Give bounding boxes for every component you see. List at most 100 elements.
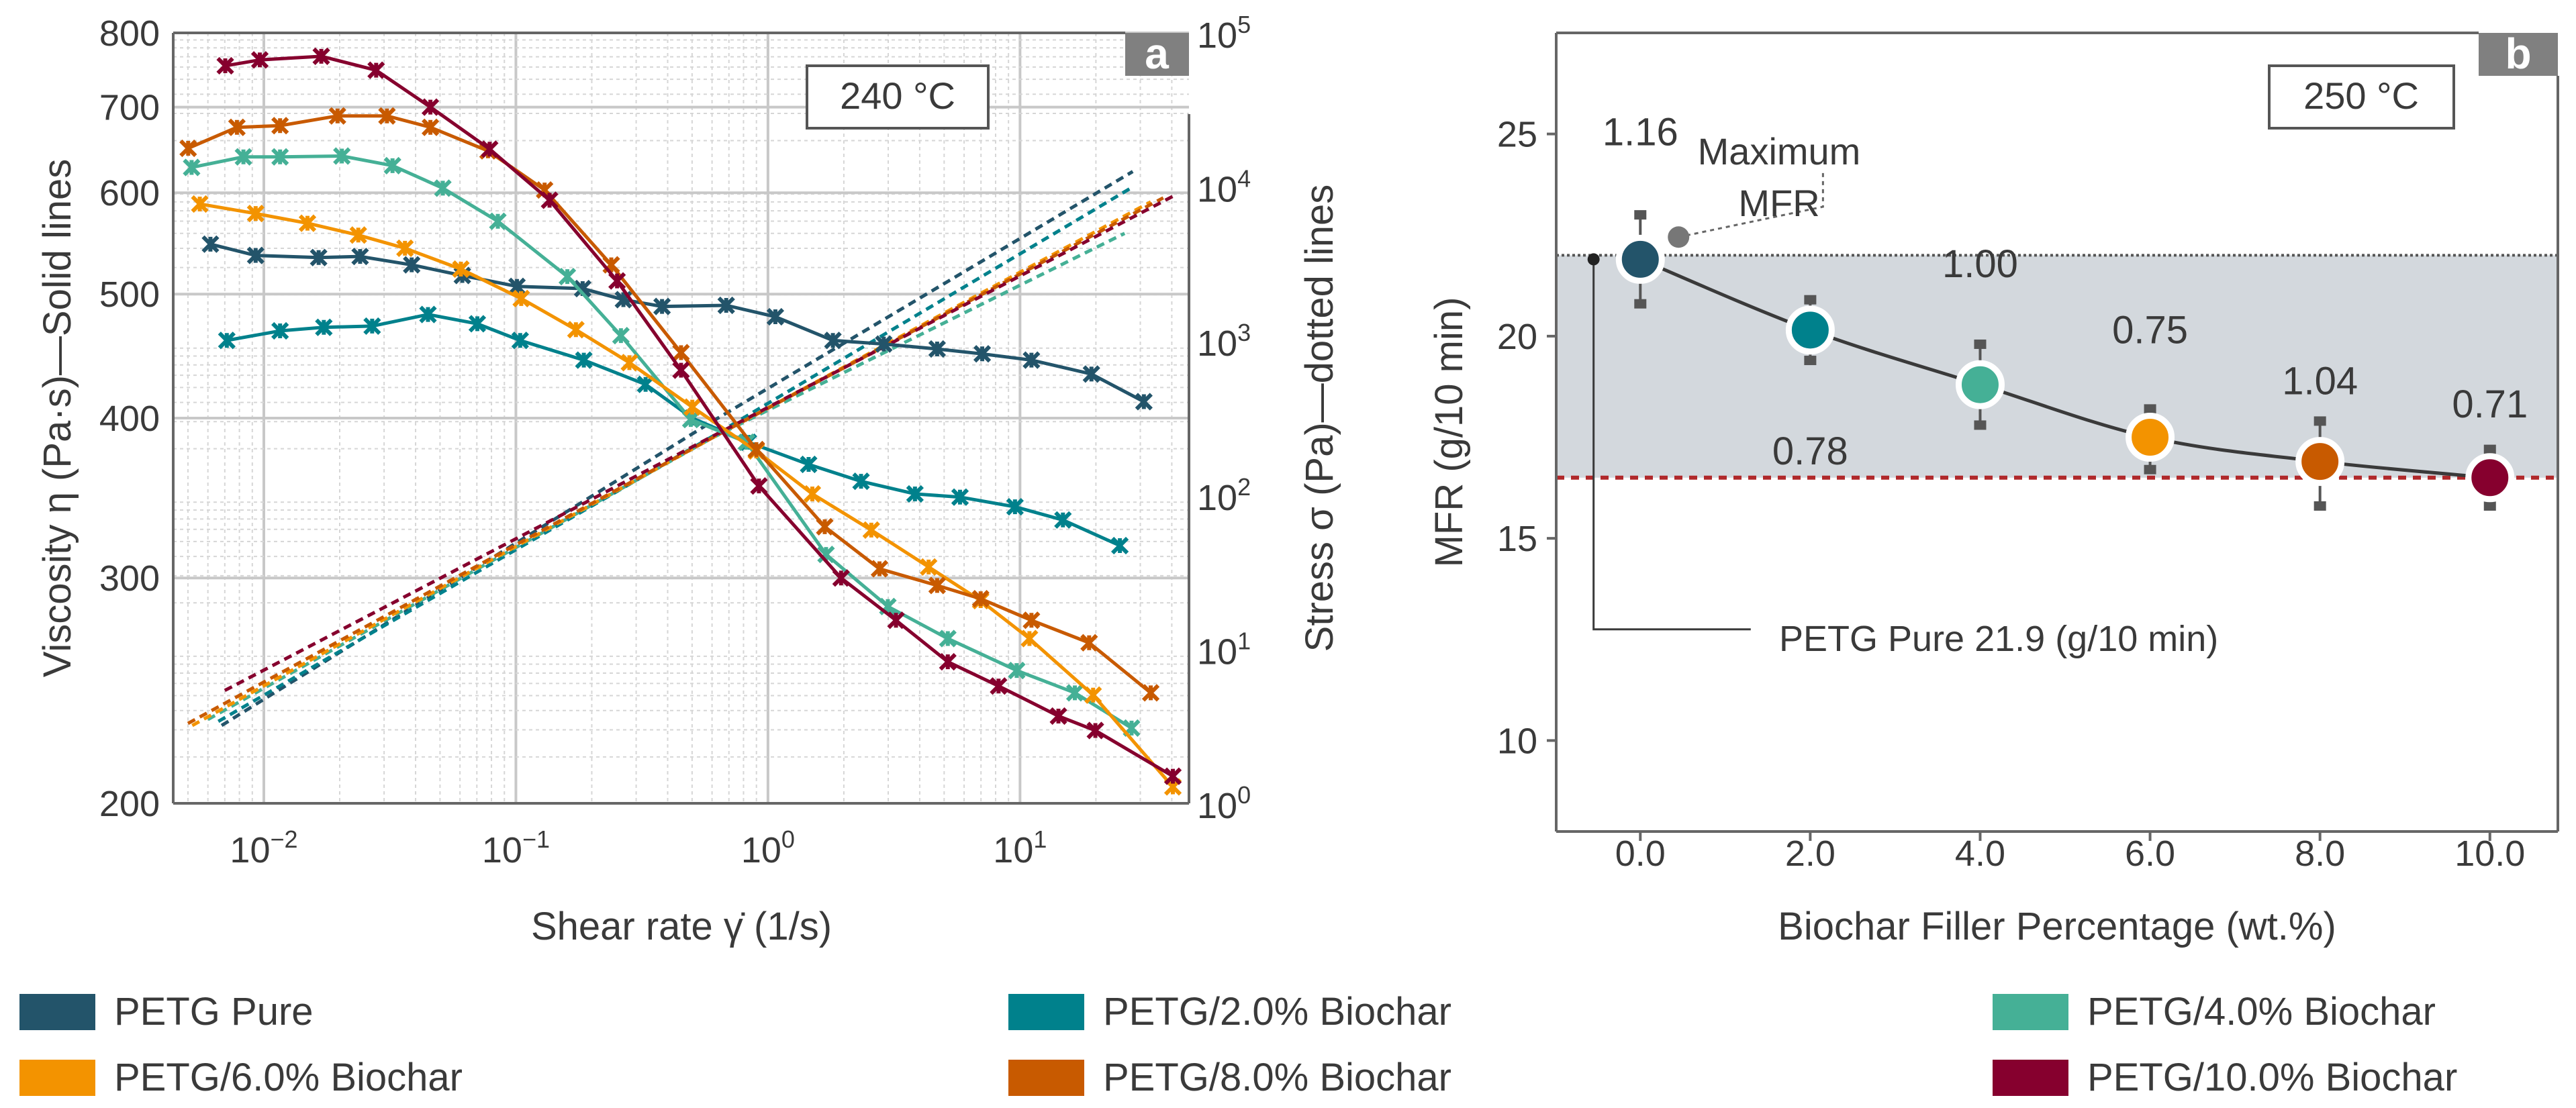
data-point-marker — [191, 195, 209, 213]
mfr-data-point — [1785, 305, 1835, 355]
legend-label: PETG/2.0% Biochar — [1103, 990, 1451, 1034]
mfr-data-point — [2295, 437, 2345, 487]
data-point-marker — [939, 629, 957, 648]
data-point-marker — [747, 440, 765, 458]
viscosity-line — [225, 54, 1174, 778]
data-point-marker — [396, 239, 414, 258]
y2-tick-label-a: 103 — [1197, 319, 1251, 364]
y2-tick-label-a: 104 — [1197, 165, 1251, 210]
x-tick-label-b: 10.0 — [2454, 834, 2525, 874]
data-point-marker — [939, 653, 957, 671]
data-point-marker — [309, 248, 328, 266]
data-point-marker — [575, 351, 593, 369]
error-bar-cap — [2483, 501, 2496, 511]
error-value-label: 1.00 — [1942, 242, 2018, 286]
panel-a-stress-lines — [187, 170, 1174, 727]
data-point-marker — [1065, 684, 1084, 702]
data-point-marker — [179, 139, 197, 158]
data-point-marker — [452, 260, 470, 279]
panel-a-axes: 800 700 600 500 400 300 200 10−2 10−1 100 101 105 10… — [99, 11, 1251, 870]
data-point-marker — [328, 107, 346, 125]
y-tick-label-b: 15 — [1497, 519, 1537, 559]
data-point-marker — [928, 340, 947, 358]
data-point-marker — [246, 246, 265, 264]
data-point-marker — [653, 297, 671, 315]
viscosity-line — [187, 114, 1152, 695]
max-mfr-leader-line — [1678, 172, 1824, 238]
pure-leader-dot — [1587, 253, 1600, 266]
legend-item-petg-6: PETG/6.0% Biochar — [19, 1055, 463, 1100]
y2-tick-label-a: 105 — [1197, 11, 1251, 56]
viscosity-line — [226, 313, 1121, 548]
data-point-marker — [363, 317, 381, 336]
data-point-marker — [1008, 661, 1026, 680]
x-tick-label-b: 2.0 — [1785, 834, 1835, 874]
x-tick-label-a: 101 — [993, 825, 1047, 870]
data-point-marker — [351, 248, 369, 266]
error-bar-cap — [1974, 339, 1987, 349]
data-point-marker — [1022, 611, 1041, 629]
data-point-marker — [620, 354, 638, 372]
x-tick-label-b: 4.0 — [1955, 834, 2005, 874]
x-tick-label-a: 10−2 — [230, 825, 297, 870]
y-tick-label-a: 200 — [99, 784, 160, 824]
legend-item-petg-pure: PETG Pure — [19, 989, 314, 1034]
panel-label-a: a — [1145, 30, 1169, 78]
max-mfr-label-line1: Maximum — [1698, 130, 1861, 172]
data-point-marker — [421, 118, 440, 136]
data-point-marker — [803, 485, 822, 503]
legend-label: PETG/4.0% Biochar — [2087, 990, 2436, 1034]
data-point-marker — [216, 56, 234, 75]
legend-swatch — [1993, 1059, 2068, 1096]
x-tick-label-b: 8.0 — [2295, 834, 2345, 874]
legend-item-petg-2: PETG/2.0% Biochar — [1008, 989, 1451, 1034]
data-point-marker — [990, 677, 1008, 695]
data-point-marker — [558, 268, 577, 286]
error-bar-cap — [2144, 464, 2156, 474]
legend-item-petg-10: PETG/10.0% Biochar — [1993, 1055, 2457, 1100]
temperature-label-a: 240 °C — [840, 74, 955, 117]
data-point-marker — [1054, 511, 1072, 529]
data-point-marker — [870, 560, 889, 578]
data-point-marker — [567, 321, 585, 339]
data-point-marker — [1080, 634, 1098, 652]
mfr-data-point — [2465, 453, 2515, 503]
data-point-marker — [468, 315, 487, 333]
pure-leader-line — [1592, 259, 1751, 631]
error-bar-cap — [1804, 356, 1817, 366]
y-tick-label-a: 800 — [99, 13, 160, 54]
legend-swatch — [19, 1059, 95, 1096]
legend-swatch — [1008, 1059, 1084, 1096]
data-point-marker — [540, 191, 559, 209]
data-point-marker — [906, 485, 924, 503]
data-point-marker — [1022, 351, 1041, 369]
data-point-marker — [246, 205, 265, 223]
legend-label: PETG/8.0% Biochar — [1103, 1056, 1451, 1099]
legend-swatch — [1993, 993, 2068, 1030]
error-bar-cap — [2144, 404, 2156, 414]
max-mfr-leader-dot — [1668, 226, 1690, 248]
data-point-marker — [383, 156, 401, 174]
temperature-label-b: 250 °C — [2303, 74, 2419, 117]
error-value-label: 1.16 — [1603, 110, 1678, 154]
x-tick-label-b: 0.0 — [1615, 834, 1666, 874]
data-point-marker — [489, 212, 507, 230]
y2-tick-label-a: 101 — [1197, 627, 1251, 672]
data-point-marker — [717, 296, 735, 315]
data-point-marker — [271, 321, 289, 340]
data-point-marker — [750, 477, 768, 495]
data-point-marker — [403, 256, 421, 274]
x-tick-label-b: 6.0 — [2125, 834, 2175, 874]
y-tick-label-b: 25 — [1497, 115, 1537, 155]
data-point-marker — [228, 118, 246, 136]
mfr-data-point — [1955, 360, 2005, 409]
x-tick-label-a: 100 — [741, 825, 795, 870]
data-point-marker — [271, 148, 289, 166]
y-tick-label-a: 600 — [99, 173, 160, 213]
legend-label: PETG Pure — [114, 990, 314, 1034]
y-axis-title-a: Viscosity η (Pa·s)—Solid lines — [36, 159, 79, 678]
data-point-marker — [234, 148, 252, 166]
temperature-box-b — [2268, 64, 2455, 130]
y-tick-label-a: 300 — [99, 558, 160, 599]
